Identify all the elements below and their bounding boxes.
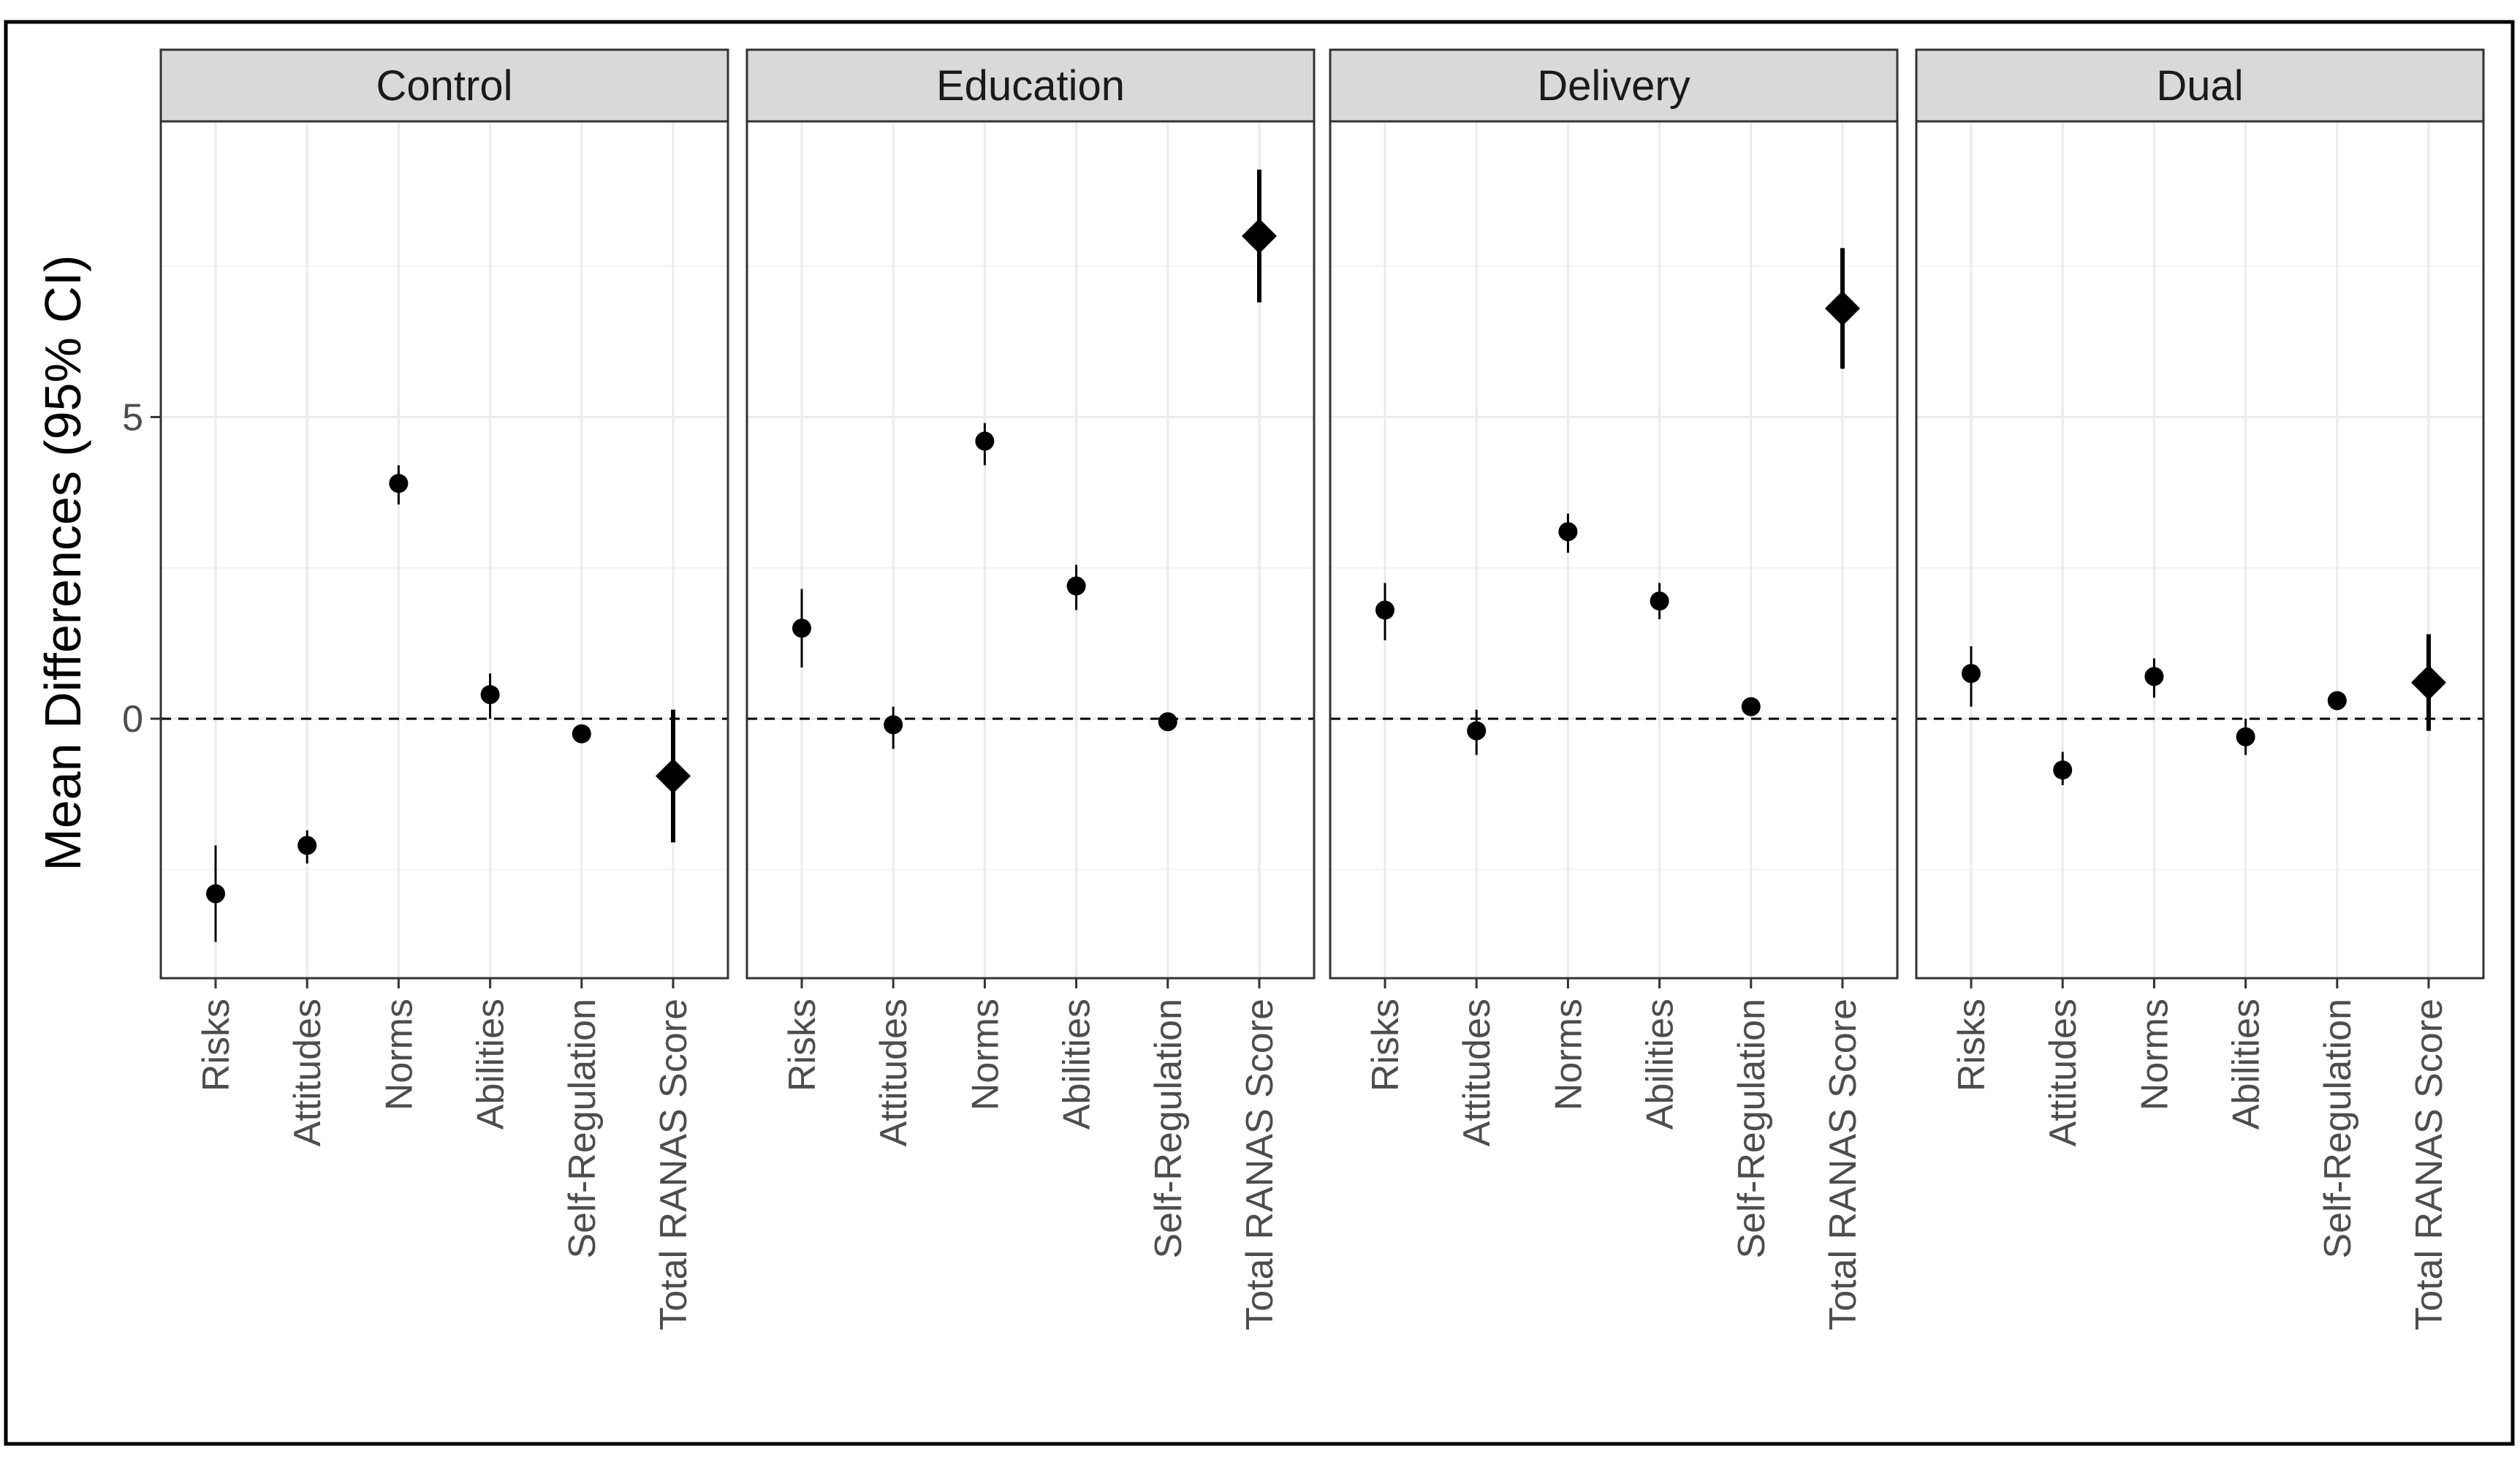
x-tick-label: Norms [1547,999,1590,1111]
data-point [1066,576,1086,596]
data-point [2053,760,2073,780]
facet-strip-label: Education [936,62,1125,110]
x-tick-label: Norms [378,999,420,1111]
x-tick-label: Attitudes [873,999,915,1146]
facet-strip-label: Delivery [1537,62,1690,110]
data-point [2144,667,2164,686]
x-tick-label: Attitudes [286,999,329,1146]
panel-border [1329,120,1899,980]
panel-background [1329,120,1899,980]
x-tick-label: Risks [781,999,824,1091]
facet-panel-delivery: Delivery Risks Attitudes Norms Abilities Self… [1329,48,1899,1331]
data-point-total [2411,665,2446,700]
data-point [1375,600,1394,620]
data-point-total [1242,218,1277,254]
data-point [1741,697,1761,716]
data-point [2236,727,2255,746]
data-point-total [1825,290,1860,326]
x-tick-label: Self-Regulation [1147,999,1190,1259]
data-point [297,836,317,855]
x-tick-label: Total RANAS Score [653,999,695,1331]
data-point [572,724,591,744]
x-tick-label: Abilities [2225,999,2268,1130]
data-point [1962,664,1981,684]
panel-background [1915,120,2485,980]
data-point [1558,522,1578,542]
data-point [2327,691,2347,711]
facet-strip [159,48,729,123]
x-tick-label: Risks [1951,999,1993,1091]
x-tick-label: Total RANAS Score [1822,999,1864,1331]
data-point [1158,712,1177,732]
x-tick-label: Abilities [470,999,512,1130]
x-tick-label: Abilities [1056,999,1098,1130]
data-point [792,618,811,638]
data-point [884,715,903,735]
panel-background [745,120,1316,980]
data-point [480,685,500,705]
x-tick-label: Abilities [1639,999,1682,1130]
data-point-total [656,758,691,794]
outer-frame [4,20,2515,1446]
data-point [1467,721,1487,741]
facet-panel-education: Education Risks Attitudes Norms Abilities Sel… [745,48,1316,1331]
x-tick-label: Norms [964,999,1006,1111]
facet-strip [745,48,1316,123]
y-tick-label: 5 [122,396,143,439]
facet-strip-label: Control [376,62,513,110]
data-point [389,474,409,493]
facet-strip-label: Dual [2156,62,2243,110]
y-tick-label: 0 [122,698,143,741]
facet-panel-dual: Dual Risks Attitudes Norms Abilities Self-Reg… [1915,48,2485,1331]
panel-background [159,120,729,980]
x-tick-label: Attitudes [2042,999,2084,1146]
x-tick-label: Risks [195,999,238,1091]
panel-border [1915,120,2485,980]
x-tick-label: Self-Regulation [2317,999,2359,1259]
panel-border [745,120,1316,980]
data-point [1650,591,1669,611]
facet-panels: 0 5 Control Risks Attitudes Norms Abilities Sel… [122,48,2485,1331]
x-tick-label: Total RANAS Score [2408,999,2451,1331]
panel-border [159,120,729,980]
facet-strip [1329,48,1899,123]
y-axis-label: Mean Differences (95% CI) [34,255,91,871]
data-point [206,884,225,904]
data-point [975,431,995,451]
x-tick-label: Total RANAS Score [1239,999,1281,1331]
x-tick-label: Norms [2133,999,2176,1111]
x-tick-label: Risks [1365,999,1407,1091]
x-tick-label: Attitudes [1456,999,1498,1146]
facet-panel-control: Control Risks Attitudes Norms Abilities Self-… [159,48,729,1331]
x-tick-label: Self-Regulation [561,999,604,1259]
x-tick-label: Self-Regulation [1731,999,1773,1259]
